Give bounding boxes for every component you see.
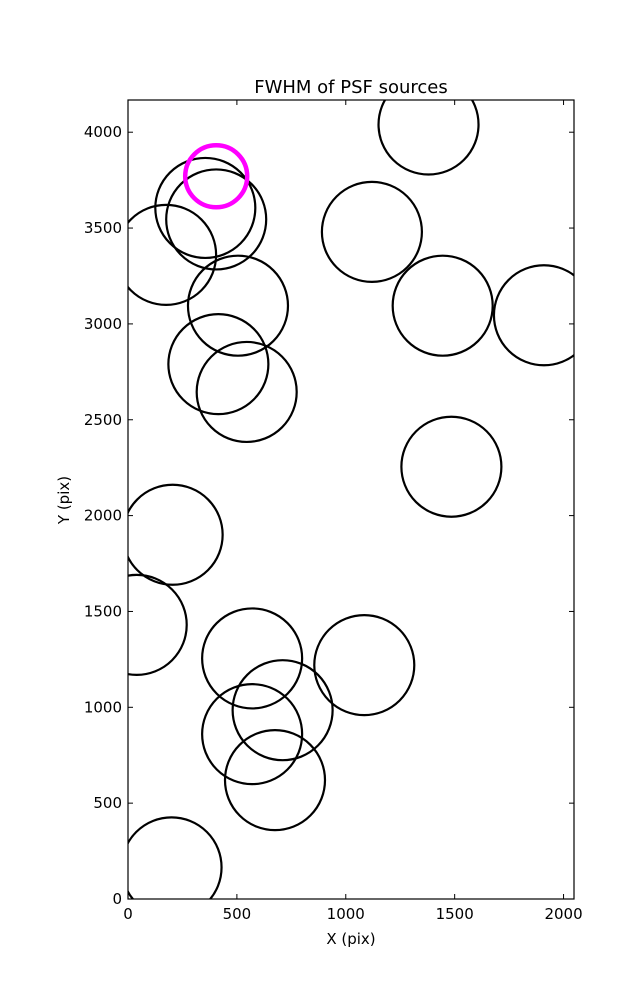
psf-source-marker-18 [128, 816, 223, 899]
highlight-source-marker-0 [182, 143, 250, 210]
markers-layer [128, 100, 574, 899]
y-tick-label-2: 1000 [84, 698, 122, 716]
y-tick-label-6: 3000 [84, 315, 122, 333]
psf-source-marker-7 [492, 264, 574, 367]
chart-title: FWHM of PSF sources [254, 77, 448, 98]
x-tick-label-1: 500 [223, 905, 252, 923]
y-tick-label-0: 0 [112, 890, 122, 908]
y-tick-label-3: 1500 [84, 602, 122, 620]
psf-source-marker-8 [167, 313, 270, 416]
psf-source-marker-10 [400, 415, 503, 518]
y-tick-label-4: 2000 [84, 507, 122, 525]
y-tick-label-8: 4000 [84, 123, 122, 141]
psf-source-marker-9 [195, 340, 298, 444]
x-tick-label-3: 1500 [436, 905, 474, 923]
y-tick-label-7: 3500 [84, 219, 122, 237]
plot-frame [127, 99, 575, 900]
psf-source-marker-0 [377, 100, 480, 176]
y-axis-label: Y (pix) [55, 476, 73, 525]
psf-source-marker-16 [201, 683, 304, 786]
y-tick-label-1: 500 [93, 794, 122, 812]
ticks-layer: 0 500 1000 1500 2000 0 500 1000 1500 2000 2500 3000… [84, 100, 583, 923]
x-tick-label-4: 2000 [544, 905, 582, 923]
psf-source-marker-6 [391, 254, 494, 357]
psf-source-marker-3 [128, 203, 218, 306]
psf-source-marker-1 [154, 156, 257, 260]
psf-source-marker-12 [128, 573, 188, 676]
psf-source-marker-14 [313, 614, 416, 717]
psf-source-marker-2 [165, 168, 268, 271]
psf-source-marker-15 [231, 659, 334, 762]
x-tick-label-2: 1000 [327, 905, 365, 923]
psf-source-marker-13 [201, 607, 304, 710]
x-tick-label-0: 0 [123, 905, 133, 923]
psf-source-marker-11 [128, 483, 224, 586]
psf-source-marker-5 [186, 254, 290, 357]
psf-source-marker-4 [320, 180, 424, 283]
y-tick-label-5: 2500 [84, 411, 122, 429]
psf-source-marker-17 [223, 729, 327, 832]
x-axis-label: X (pix) [326, 930, 375, 948]
